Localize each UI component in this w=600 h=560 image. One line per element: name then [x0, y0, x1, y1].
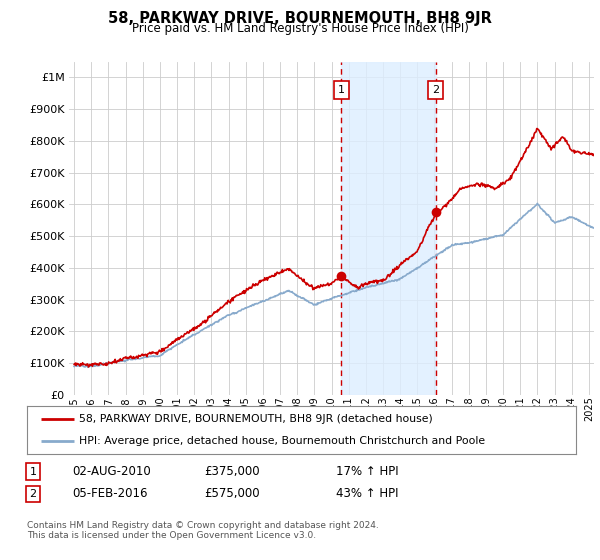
Text: 1: 1 [29, 466, 37, 477]
Text: 02-AUG-2010: 02-AUG-2010 [72, 465, 151, 478]
Text: £375,000: £375,000 [204, 465, 260, 478]
Text: 58, PARKWAY DRIVE, BOURNEMOUTH, BH8 9JR (detached house): 58, PARKWAY DRIVE, BOURNEMOUTH, BH8 9JR … [79, 414, 433, 424]
Bar [341, 62, 436, 395]
Text: 05-FEB-2016: 05-FEB-2016 [72, 487, 148, 501]
Text: Contains HM Land Registry data © Crown copyright and database right 2024.
This d: Contains HM Land Registry data © Crown c… [27, 521, 379, 540]
Text: 2: 2 [29, 489, 37, 499]
Text: 58, PARKWAY DRIVE, BOURNEMOUTH, BH8 9JR: 58, PARKWAY DRIVE, BOURNEMOUTH, BH8 9JR [108, 11, 492, 26]
Text: 2: 2 [432, 85, 439, 95]
Text: 1: 1 [338, 85, 345, 95]
Text: Price paid vs. HM Land Registry's House Price Index (HPI): Price paid vs. HM Land Registry's House … [131, 22, 469, 35]
Text: £575,000: £575,000 [204, 487, 260, 501]
Text: 17% ↑ HPI: 17% ↑ HPI [336, 465, 398, 478]
Text: HPI: Average price, detached house, Bournemouth Christchurch and Poole: HPI: Average price, detached house, Bour… [79, 436, 485, 446]
Text: 43% ↑ HPI: 43% ↑ HPI [336, 487, 398, 501]
